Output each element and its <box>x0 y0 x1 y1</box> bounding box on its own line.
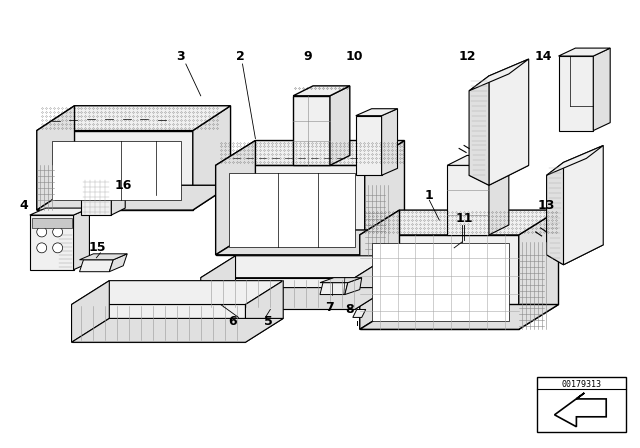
Polygon shape <box>81 175 111 215</box>
Polygon shape <box>356 109 397 116</box>
Polygon shape <box>72 305 246 342</box>
Text: 2: 2 <box>236 50 245 63</box>
Polygon shape <box>489 59 529 185</box>
Text: 11: 11 <box>455 211 473 224</box>
Polygon shape <box>36 106 74 210</box>
Polygon shape <box>72 319 284 342</box>
Polygon shape <box>593 48 610 130</box>
Polygon shape <box>489 155 509 235</box>
Polygon shape <box>563 146 604 265</box>
Polygon shape <box>447 165 489 235</box>
Polygon shape <box>330 86 350 165</box>
Polygon shape <box>36 185 230 210</box>
Polygon shape <box>356 116 381 175</box>
Polygon shape <box>320 278 362 283</box>
Polygon shape <box>36 106 230 130</box>
Polygon shape <box>559 56 593 130</box>
Bar <box>537 377 626 432</box>
Polygon shape <box>216 141 404 165</box>
Polygon shape <box>72 280 109 342</box>
Polygon shape <box>228 173 355 247</box>
Text: 8: 8 <box>346 303 354 316</box>
Polygon shape <box>201 288 390 310</box>
Polygon shape <box>519 210 559 329</box>
Polygon shape <box>469 59 529 91</box>
Polygon shape <box>30 208 90 215</box>
Text: 16: 16 <box>115 179 132 192</box>
Polygon shape <box>79 260 113 271</box>
Polygon shape <box>293 86 350 96</box>
Polygon shape <box>320 283 348 294</box>
Polygon shape <box>201 256 236 310</box>
Polygon shape <box>360 210 559 235</box>
Text: 15: 15 <box>88 241 106 254</box>
Polygon shape <box>216 165 365 255</box>
Circle shape <box>52 227 63 237</box>
Text: 13: 13 <box>538 198 556 211</box>
Polygon shape <box>469 155 529 185</box>
Text: 14: 14 <box>535 50 552 63</box>
Polygon shape <box>293 96 330 165</box>
Polygon shape <box>74 208 90 270</box>
Polygon shape <box>469 76 489 185</box>
Text: 6: 6 <box>228 315 237 328</box>
Polygon shape <box>36 130 193 210</box>
Polygon shape <box>547 235 604 265</box>
Polygon shape <box>216 230 404 255</box>
Polygon shape <box>345 278 362 294</box>
Polygon shape <box>353 310 365 318</box>
Polygon shape <box>360 305 559 329</box>
Polygon shape <box>381 109 397 175</box>
Text: 4: 4 <box>19 198 28 211</box>
Polygon shape <box>201 256 390 278</box>
Text: 10: 10 <box>346 50 364 63</box>
Text: 12: 12 <box>458 50 476 63</box>
Polygon shape <box>547 162 563 265</box>
Polygon shape <box>554 393 606 427</box>
Polygon shape <box>216 141 255 255</box>
Polygon shape <box>447 155 509 165</box>
Polygon shape <box>52 141 181 200</box>
Polygon shape <box>559 48 610 56</box>
Polygon shape <box>355 256 390 310</box>
Text: 1: 1 <box>425 189 434 202</box>
Text: 7: 7 <box>326 301 334 314</box>
Polygon shape <box>372 243 509 321</box>
Text: 9: 9 <box>304 50 312 63</box>
Polygon shape <box>246 280 284 342</box>
Polygon shape <box>547 146 604 175</box>
Text: 00179313: 00179313 <box>561 380 602 389</box>
Polygon shape <box>79 254 127 260</box>
Polygon shape <box>72 280 284 305</box>
Polygon shape <box>193 106 230 210</box>
Polygon shape <box>360 235 519 329</box>
Polygon shape <box>30 215 74 270</box>
Text: 3: 3 <box>177 50 185 63</box>
Polygon shape <box>111 168 125 215</box>
Polygon shape <box>360 210 399 329</box>
Circle shape <box>36 227 47 237</box>
Text: 5: 5 <box>264 315 273 328</box>
Circle shape <box>36 243 47 253</box>
Polygon shape <box>109 254 127 271</box>
Polygon shape <box>365 141 404 255</box>
Polygon shape <box>201 278 355 310</box>
Polygon shape <box>32 218 72 228</box>
Polygon shape <box>81 168 125 175</box>
Circle shape <box>52 243 63 253</box>
